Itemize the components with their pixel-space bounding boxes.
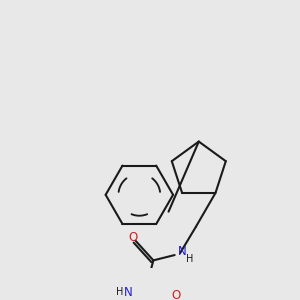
Text: H: H [116,287,123,297]
Text: O: O [128,231,138,244]
Text: O: O [171,289,180,300]
Text: N: N [124,286,133,299]
Text: H: H [186,254,194,264]
Text: N: N [177,245,186,258]
